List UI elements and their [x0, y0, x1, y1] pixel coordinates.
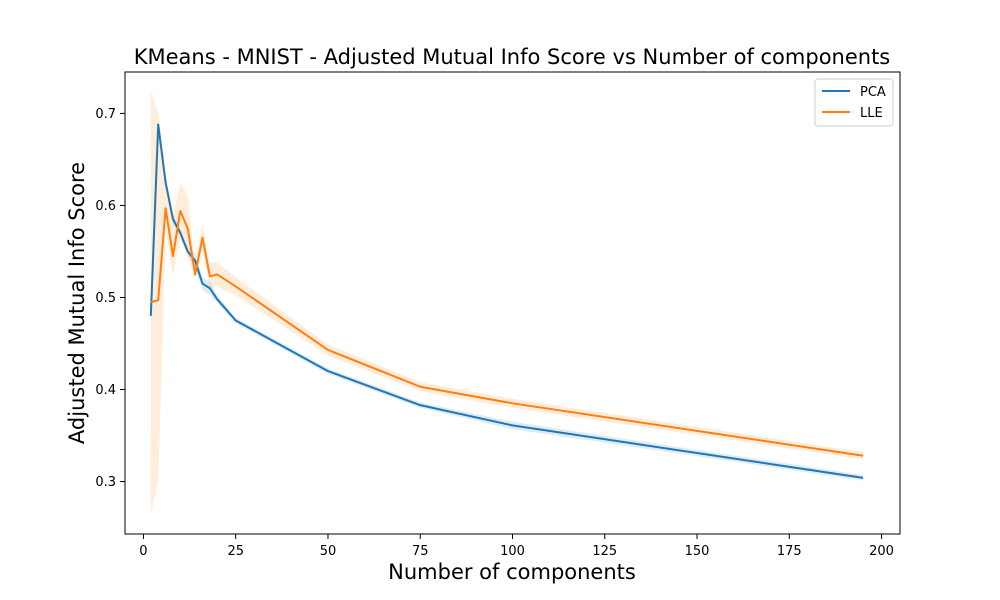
y-axis-label: Adjusted Mutual Info Score: [65, 162, 89, 444]
legend-label-pca: PCA: [860, 85, 886, 100]
x-tick-label: 75: [412, 544, 429, 559]
chart-title: KMeans - MNIST - Adjusted Mutual Info Sc…: [134, 45, 891, 69]
x-tick-label: 150: [685, 544, 710, 559]
series-lines: [149, 123, 864, 479]
y-tick-label: 0.4: [95, 383, 116, 398]
y-axis: 0.3 0.4 0.5 0.6 0.7: [95, 107, 125, 490]
x-tick-label: 175: [777, 544, 802, 559]
x-tick-label: 200: [869, 544, 894, 559]
legend-label-lle: LLE: [860, 106, 883, 121]
x-tick-label: 50: [320, 544, 337, 559]
y-tick-label: 0.7: [95, 107, 116, 122]
y-tick-label: 0.3: [95, 475, 116, 490]
y-tick-label: 0.5: [95, 291, 116, 306]
legend: PCA LLE: [814, 78, 894, 127]
x-tick-label: 125: [592, 544, 617, 559]
x-axis: 0 25 50 75 100 125 150 175 200: [139, 534, 894, 559]
y-tick-label: 0.6: [95, 199, 116, 214]
x-tick-label: 25: [227, 544, 244, 559]
x-axis-label: Number of components: [388, 560, 636, 584]
x-tick-label: 100: [500, 544, 525, 559]
x-tick-label: 0: [139, 544, 147, 559]
